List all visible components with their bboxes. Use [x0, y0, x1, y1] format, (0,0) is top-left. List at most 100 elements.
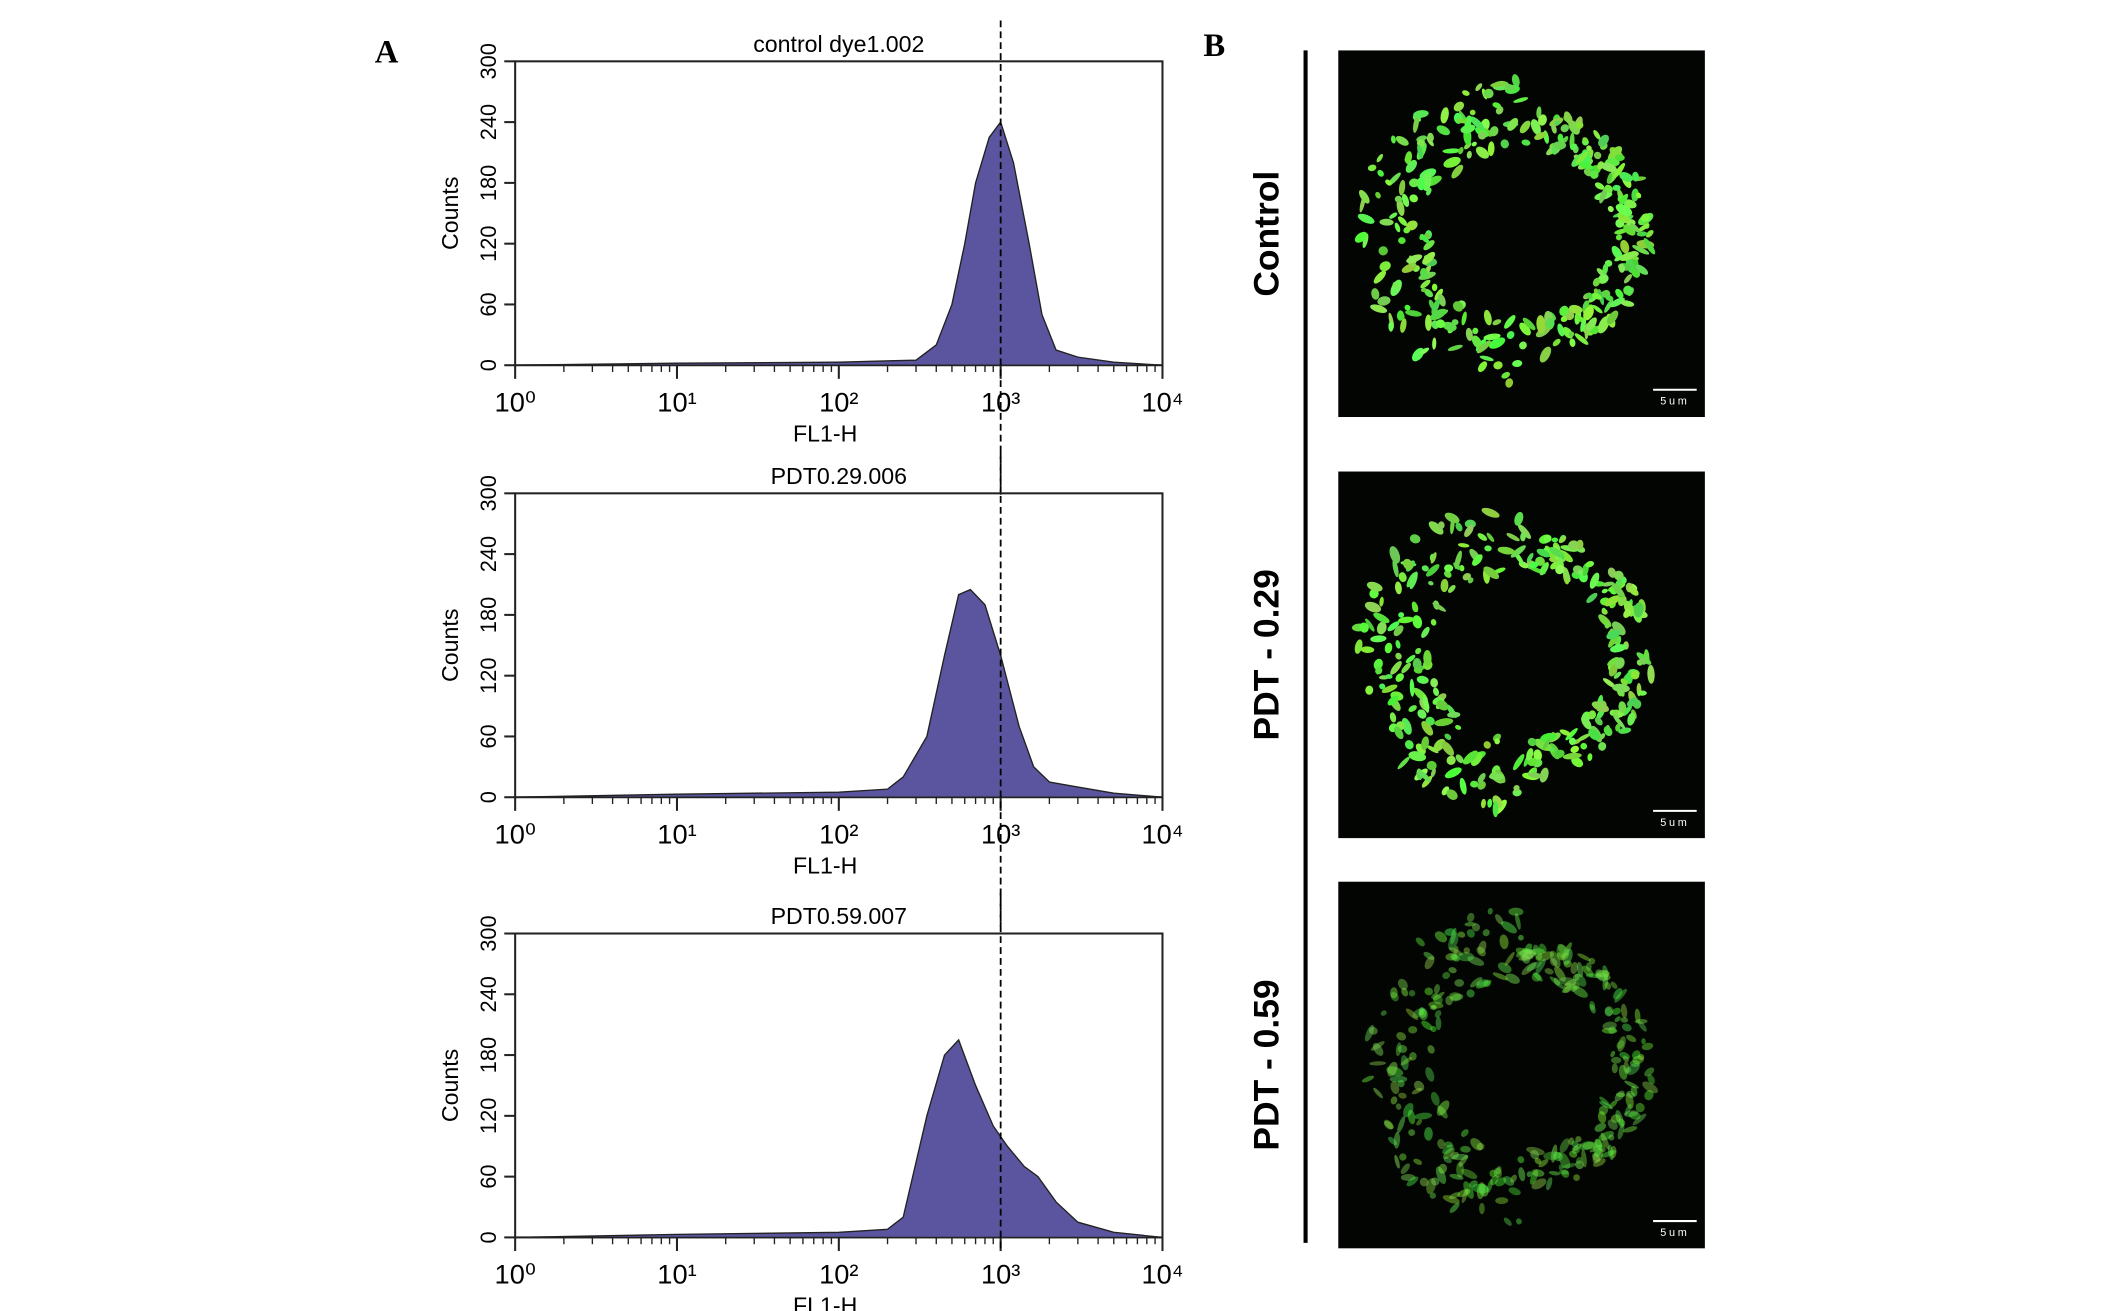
mitochondrion	[1373, 612, 1390, 624]
mitochondrion	[1406, 254, 1423, 264]
chart-title: control dye1.002	[753, 31, 924, 57]
mitochondrion	[1560, 953, 1569, 960]
mitochondrion	[1450, 1151, 1459, 1160]
mitochondrion	[1594, 1138, 1606, 1153]
y-tick-label: 60	[476, 724, 501, 748]
mitochondrion	[1430, 308, 1447, 321]
scale-bar-label: 5um	[1660, 396, 1689, 408]
mitochondrion	[1387, 1061, 1398, 1077]
mitochondrion	[1397, 978, 1408, 991]
mitochondrion	[1476, 946, 1486, 957]
mitochondrion	[1641, 1042, 1654, 1051]
mitochondrion	[1586, 292, 1593, 299]
mitochondrion	[1636, 192, 1642, 199]
mitochondrion	[1615, 723, 1621, 732]
mitochondrion	[1457, 543, 1470, 548]
mitochondrion	[1471, 923, 1481, 932]
mitochondrion	[1576, 962, 1584, 978]
mitochondrion	[1607, 1119, 1618, 1130]
mitochondrion	[1614, 988, 1627, 1003]
mitochondrion	[1615, 204, 1633, 216]
mitochondrion	[1623, 274, 1633, 284]
mitochondrion	[1626, 1034, 1637, 1043]
mitochondrion	[1632, 245, 1650, 255]
mitochondrion	[1553, 977, 1560, 986]
mitochondrion	[1592, 1148, 1604, 1164]
mitochondrion	[1449, 1173, 1464, 1180]
mitochondrion	[1592, 305, 1603, 314]
mitochondrion	[1618, 1118, 1626, 1126]
mitochondrion	[1558, 1152, 1571, 1169]
mitochondrion	[1394, 222, 1401, 233]
mitochondrion	[1395, 640, 1401, 649]
y-tick-label: 0	[476, 359, 501, 371]
mitochondrion	[1618, 263, 1625, 273]
chart-title: PDT0.29.006	[771, 463, 907, 489]
mitochondrion	[1543, 1151, 1562, 1160]
mitochondrion	[1634, 1018, 1648, 1024]
mitochondrion	[1539, 562, 1549, 576]
mitochondrion	[1581, 1149, 1587, 1168]
mitochondrion	[1379, 218, 1394, 226]
mitochondrion	[1385, 179, 1392, 186]
mitochondrion	[1596, 970, 1610, 978]
mitochondrion	[1632, 171, 1639, 182]
mitochondrion	[1405, 654, 1416, 664]
mitochondrion	[1398, 237, 1406, 244]
mitochondrion	[1449, 992, 1462, 1001]
mitochondrion	[1538, 114, 1547, 126]
micrograph: 5um	[1338, 50, 1705, 418]
mitochondrion	[1362, 233, 1369, 249]
mitochondrion	[1587, 753, 1593, 762]
mitochondrion	[1598, 134, 1609, 147]
mitochondrion	[1618, 701, 1627, 714]
mitochondrion	[1647, 664, 1655, 684]
mitochondrion	[1591, 1153, 1601, 1162]
mitochondrion	[1417, 709, 1427, 719]
mitochondrion	[1593, 1139, 1603, 1158]
mitochondrion	[1370, 635, 1387, 643]
mitochondrion	[1600, 1150, 1617, 1158]
mitochondrion	[1416, 1119, 1423, 1126]
mitochondrion	[1550, 562, 1559, 570]
mitochondrion	[1477, 361, 1488, 373]
mitochondrion	[1587, 710, 1597, 720]
mitochondrion	[1581, 1141, 1598, 1150]
mitochondrion	[1426, 760, 1437, 771]
mitochondrion	[1607, 310, 1619, 325]
mitochondrion	[1466, 989, 1475, 998]
mitochondrion	[1540, 732, 1557, 742]
mitochondrion	[1483, 88, 1494, 99]
mitochondrion	[1384, 1119, 1394, 1130]
mitochondrion	[1568, 1137, 1574, 1145]
mitochondrion	[1564, 111, 1573, 125]
mitochondrion	[1427, 1045, 1435, 1054]
mitochondrion	[1431, 1005, 1437, 1011]
mitochondrion	[1623, 224, 1636, 236]
mitochondrion	[1421, 565, 1429, 572]
mitochondrion	[1442, 971, 1451, 980]
mitochondrion	[1571, 1145, 1580, 1154]
mitochondrion	[1594, 1123, 1607, 1132]
mitochondrion	[1588, 728, 1601, 741]
mitochondrion	[1452, 301, 1464, 312]
mitochondrion	[1431, 298, 1440, 315]
mitochondrion	[1591, 292, 1602, 300]
mitochondrion	[1551, 123, 1557, 134]
mitochondrion	[1420, 287, 1427, 292]
y-tick-label: 0	[476, 791, 501, 803]
mitochondrion	[1372, 1043, 1384, 1056]
mitochondrion	[1576, 151, 1589, 165]
y-axis-label: Counts	[437, 1049, 463, 1122]
mitochondrion	[1462, 573, 1472, 581]
mitochondrion	[1430, 1091, 1440, 1106]
mitochondrion	[1531, 1178, 1547, 1190]
mitochondrion	[1422, 694, 1430, 713]
mitochondrion	[1580, 318, 1587, 333]
scale-bar-label: 5um	[1660, 817, 1689, 829]
mitochondrion	[1604, 595, 1621, 607]
mitochondrion	[1395, 135, 1409, 146]
mitochondrion	[1575, 1160, 1584, 1170]
mitochondrion	[1406, 220, 1418, 231]
mitochondrion	[1455, 522, 1463, 532]
